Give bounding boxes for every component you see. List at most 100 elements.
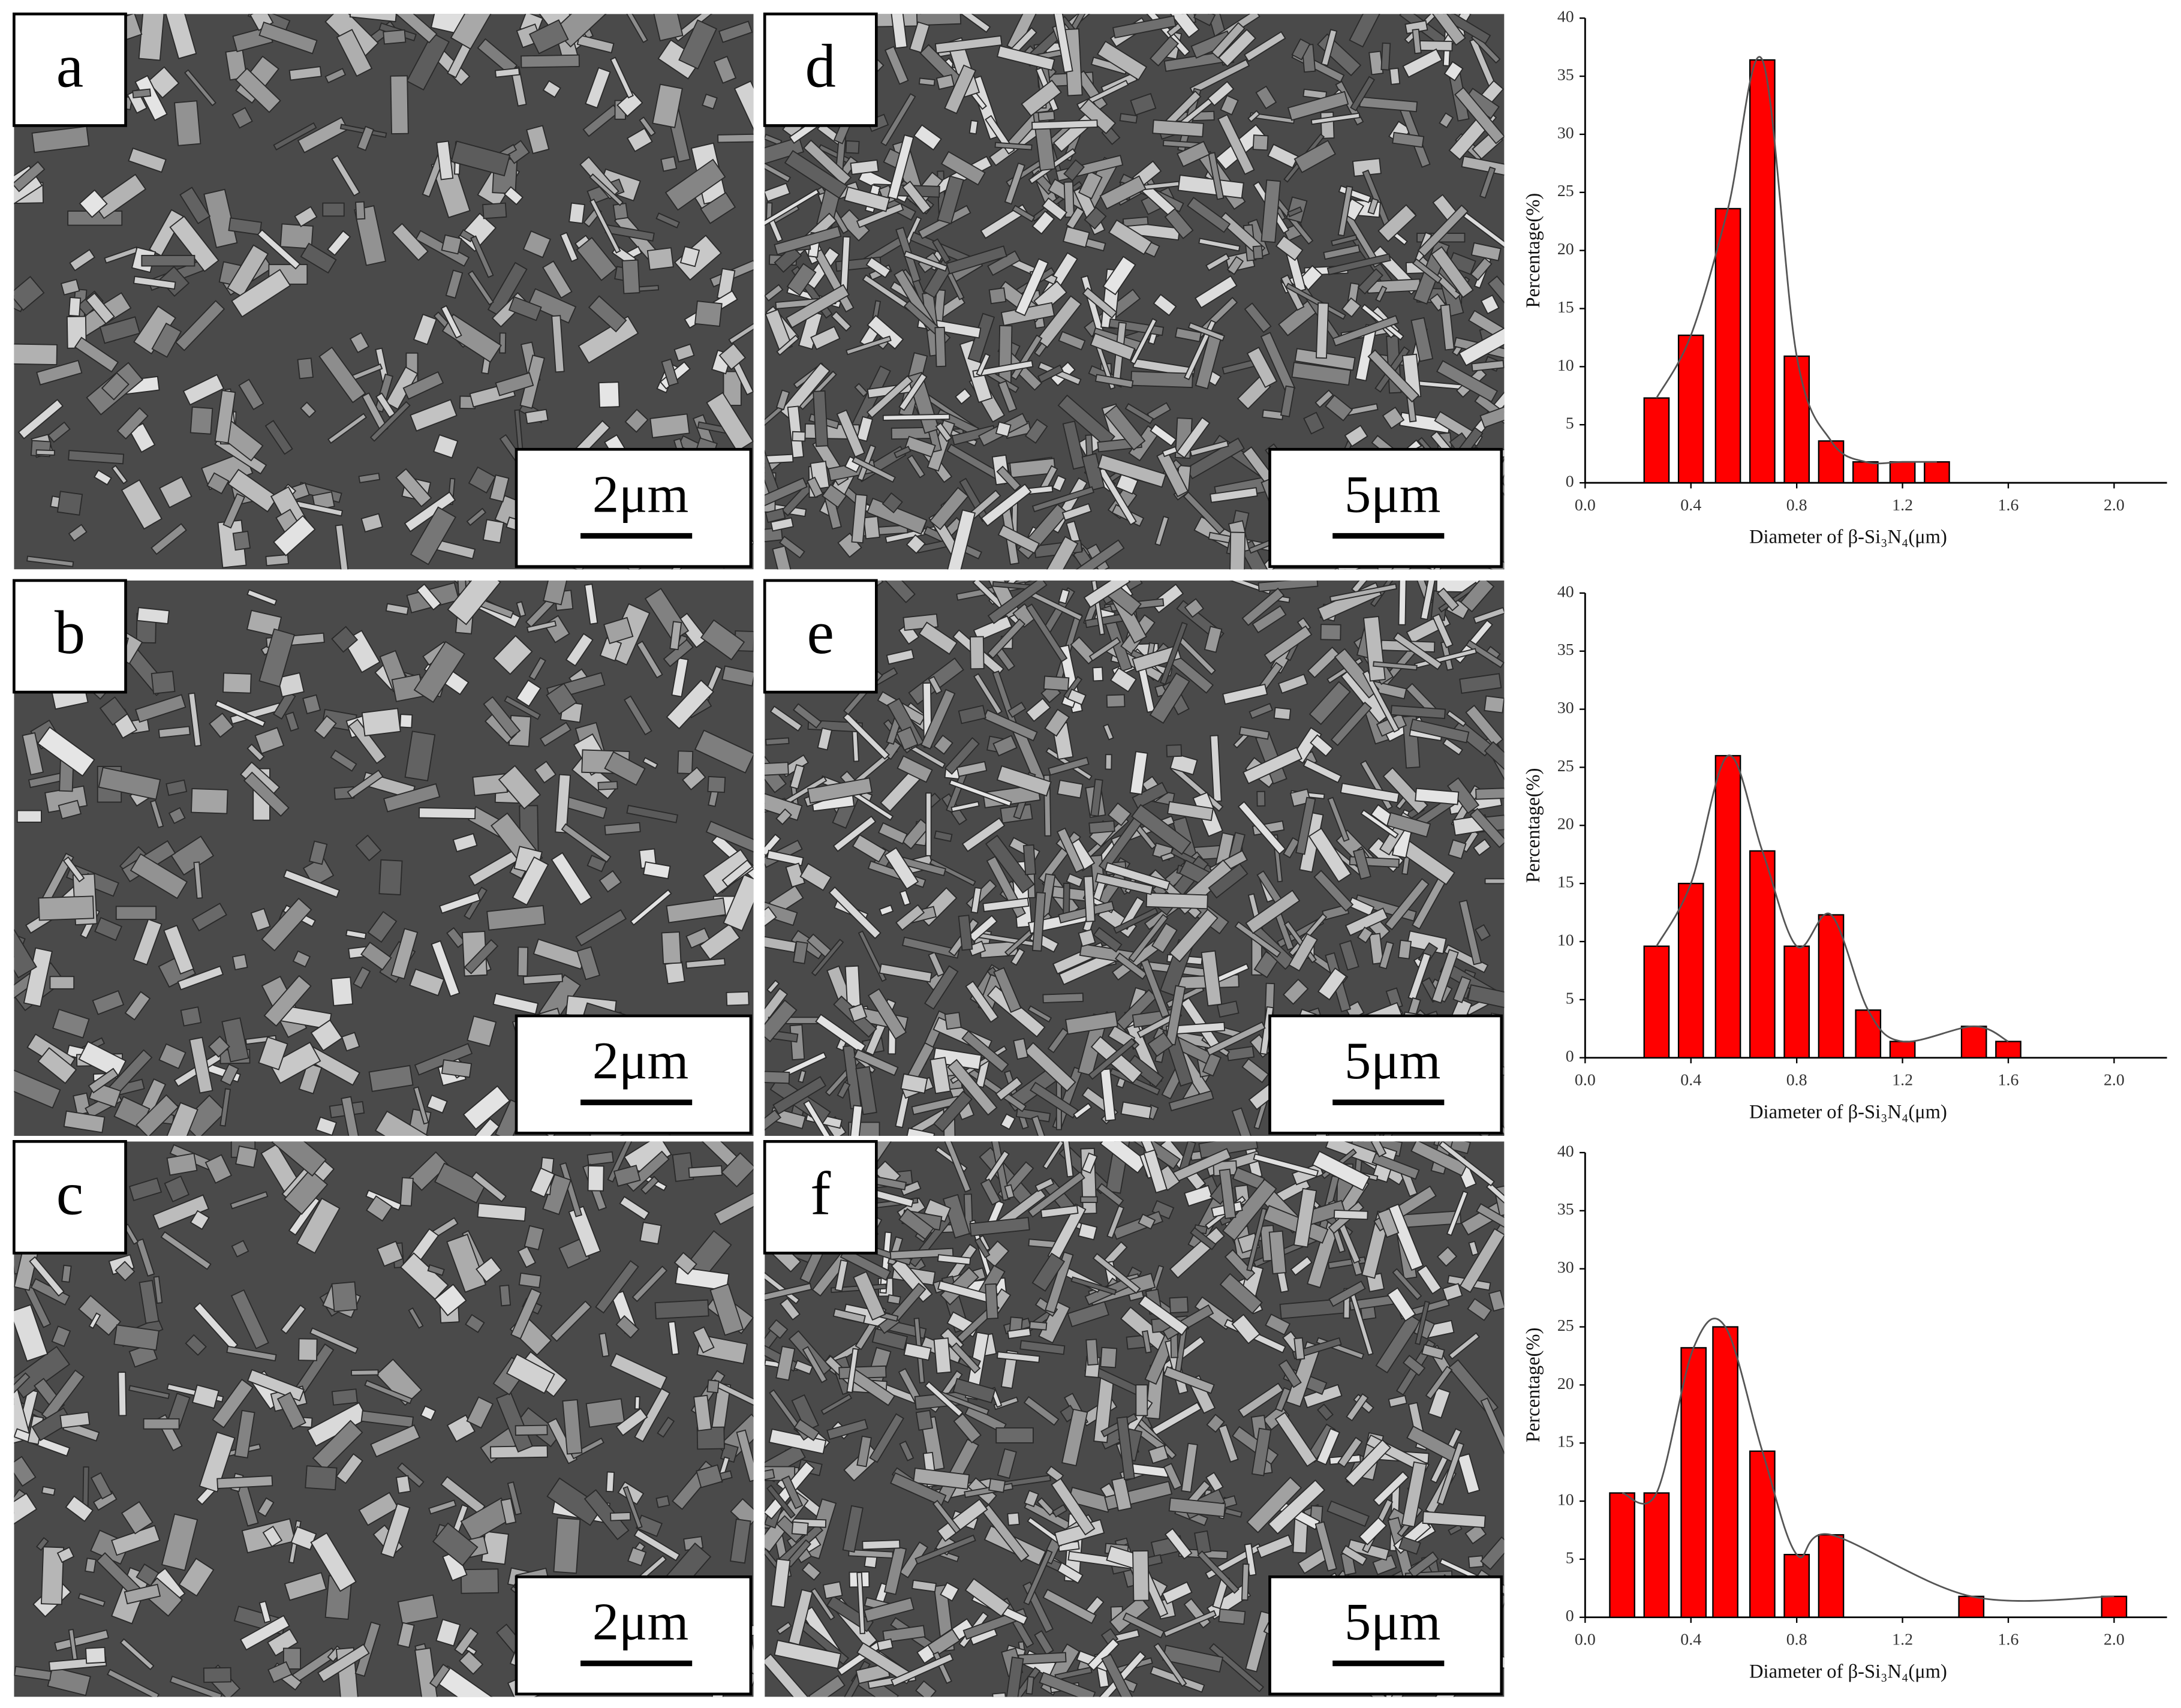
sem-grain [1104,862,1171,891]
sem-grain [1379,941,1394,970]
sem-grain [803,1099,837,1136]
sem-grain [900,1180,922,1196]
sem-grain [996,45,1055,71]
sem-grain [585,67,611,109]
y-tick-label: 40 [1557,1142,1574,1160]
sem-grain [378,859,403,896]
sem-grain [1285,1341,1322,1408]
sem-grain [863,516,880,540]
panel-label: c [56,1160,83,1228]
sem-grain [1169,14,1200,38]
sem-grain [974,1237,991,1259]
sem-grain [302,694,321,714]
sem-grain [561,823,612,863]
sem-grain [630,889,672,926]
sem-grain [309,1327,359,1354]
sem-grain [1341,1545,1368,1566]
sem-grain [474,1117,500,1136]
sem-grain [1122,216,1149,227]
x-axis-label: Diameter of β-Si₃N₄(μm) [1749,1101,1947,1123]
sem-grain [655,212,681,228]
sem-grain [626,804,679,823]
sem-grain [1446,1190,1469,1237]
sem-grain [1329,583,1397,603]
sem-grain [60,278,80,296]
sem-grain [262,1525,283,1548]
sem-grain [1316,302,1329,359]
bar [1677,334,1704,484]
sem-grain [1448,839,1467,859]
sem-grain [985,834,1035,894]
x-tick-label: 1.2 [1892,1071,1913,1090]
panel-label: a [56,32,83,100]
sem-grain [1177,140,1211,167]
sem-grain [450,14,494,50]
sem-grain [1316,1403,1334,1421]
sem-grain [395,468,432,507]
sem-grain [1368,933,1384,965]
sem-grain [1040,536,1079,570]
sem-grain [806,476,824,498]
sem-grain [160,1231,212,1270]
sem-grain [1436,1246,1458,1267]
sem-grain [1024,1490,1039,1508]
sem-grain [277,672,305,697]
sem-grain [815,1014,867,1054]
sem-grain [784,150,848,199]
sem-grain [622,1486,643,1529]
sem-grain [467,270,494,306]
sem-grain [1222,684,1268,705]
sem-grain [1208,862,1249,899]
sem-grain [895,904,925,931]
sem-grain [227,468,279,513]
sem-grain [852,456,897,483]
scale-box [515,447,753,569]
sem-grain [294,206,318,227]
sem-grain [431,940,461,997]
sem-grain [1004,1184,1015,1199]
bar [1643,945,1670,1059]
sem-grain [1377,1208,1400,1238]
sem-grain [1267,143,1299,169]
sem-grain [14,343,58,365]
sem-grain [765,906,777,929]
sem-grain [559,1162,583,1217]
sem-grain [615,1315,640,1339]
sem-grain [515,1424,548,1436]
panel-label: b [55,599,85,667]
sem-grain [500,1497,517,1525]
sem-grain [627,1547,647,1566]
sem-grain [413,314,437,345]
sem-grain [506,1354,555,1394]
sem-grain [587,1165,604,1192]
sem-grain [810,1587,835,1621]
sem-grain [499,332,507,354]
sem-grain [539,721,571,747]
sem-grain [65,1495,94,1522]
sem-grain [1194,1530,1212,1554]
sem-grain [983,1240,1010,1268]
sem-grain [994,142,1033,151]
sem-grain [1288,933,1318,972]
sem-grain [924,1381,964,1418]
sem-grain [707,775,726,793]
sem-grain [858,930,887,982]
sem-grain [128,1385,170,1399]
sem-grain [546,682,577,715]
sem-grain [1320,112,1335,139]
sem-grain [1484,695,1505,714]
sem-grain [904,435,936,458]
sem-grain [1018,1652,1067,1665]
sem-grain [1106,694,1126,708]
y-tick-label: 20 [1557,240,1574,258]
sem-grain [1256,790,1266,807]
sem-grain [525,408,549,425]
sem-grain [206,472,230,495]
sem-grain [1084,206,1107,230]
sem-grain [834,1259,849,1292]
sem-grain [1007,702,1027,718]
sem-grain [1245,1610,1273,1673]
sem-grain [1189,59,1250,95]
sem-grain [1097,1183,1124,1207]
sem-grain [300,401,317,418]
